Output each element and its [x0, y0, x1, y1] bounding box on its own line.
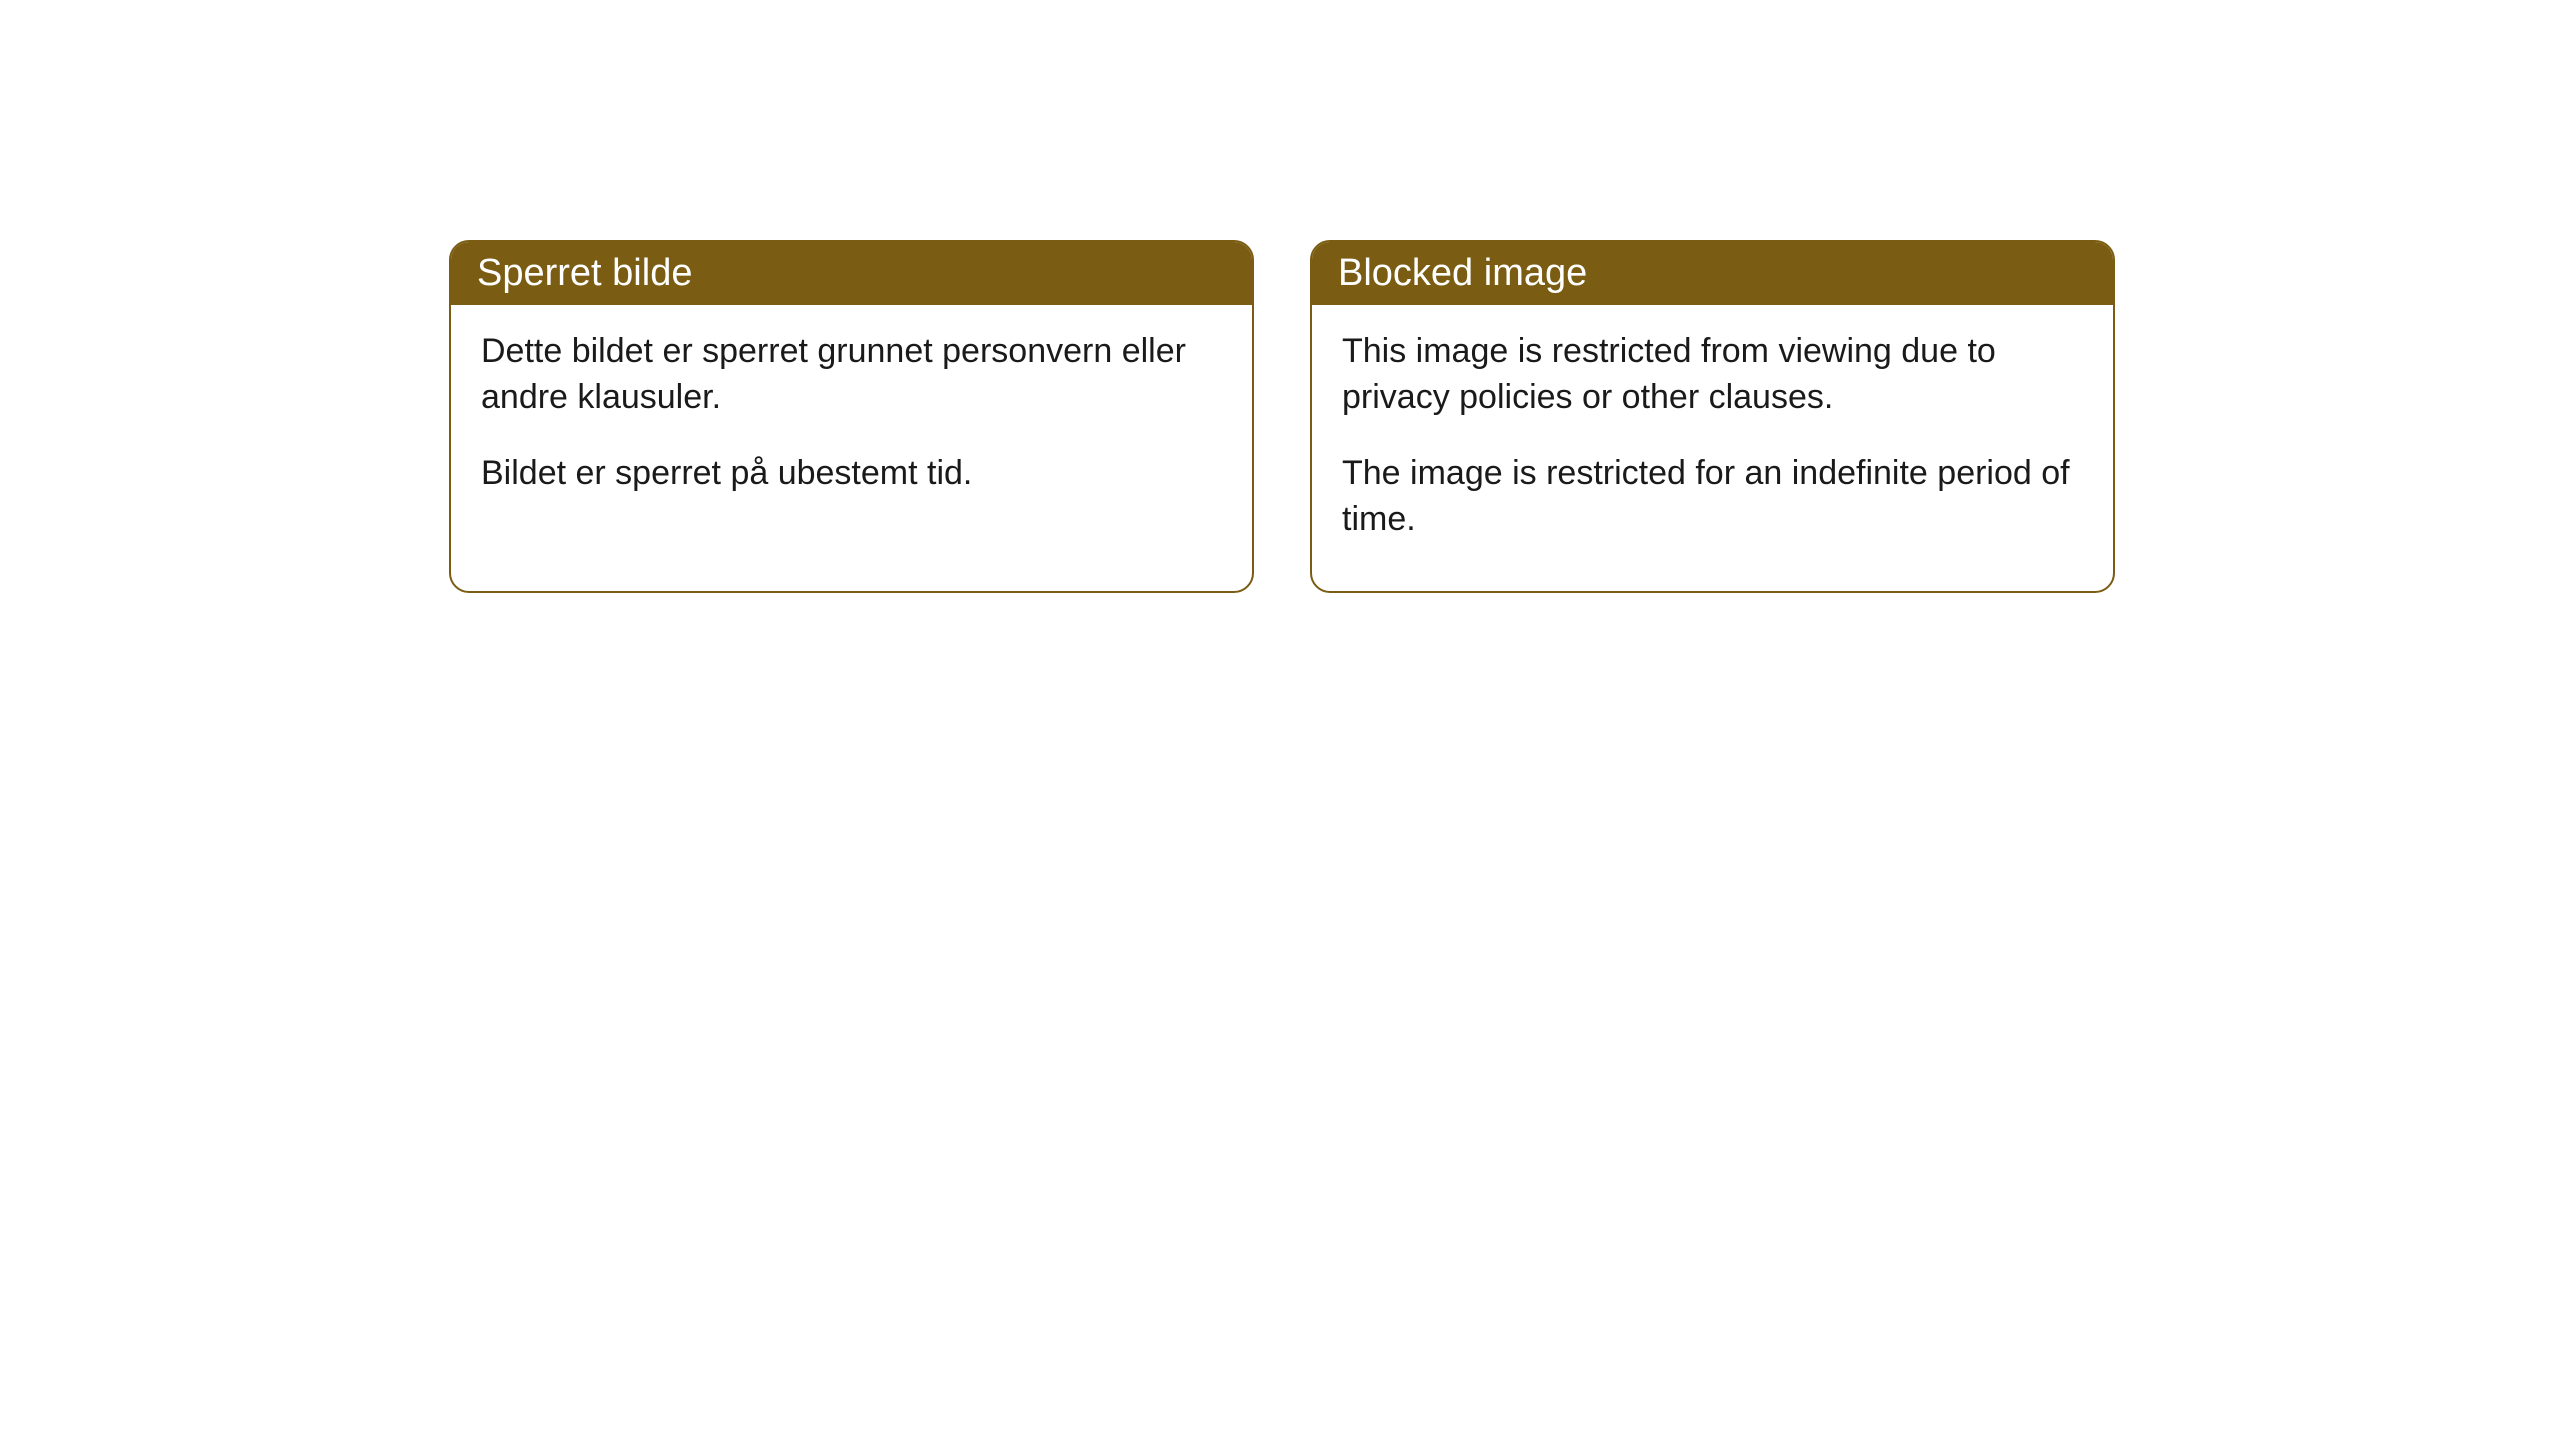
notice-container: Sperret bilde Dette bildet er sperret gr…	[0, 0, 2560, 593]
card-paragraph: Bildet er sperret på ubestemt tid.	[481, 451, 1222, 497]
card-body: This image is restricted from viewing du…	[1312, 305, 2113, 591]
notice-card-english: Blocked image This image is restricted f…	[1310, 240, 2115, 593]
card-title: Sperret bilde	[477, 252, 692, 294]
card-paragraph: The image is restricted for an indefinit…	[1342, 451, 2083, 543]
card-body: Dette bildet er sperret grunnet personve…	[451, 305, 1252, 545]
notice-card-norwegian: Sperret bilde Dette bildet er sperret gr…	[449, 240, 1254, 593]
card-paragraph: Dette bildet er sperret grunnet personve…	[481, 329, 1222, 421]
card-title: Blocked image	[1338, 252, 1587, 294]
card-paragraph: This image is restricted from viewing du…	[1342, 329, 2083, 421]
card-header: Sperret bilde	[451, 242, 1252, 305]
card-header: Blocked image	[1312, 242, 2113, 305]
